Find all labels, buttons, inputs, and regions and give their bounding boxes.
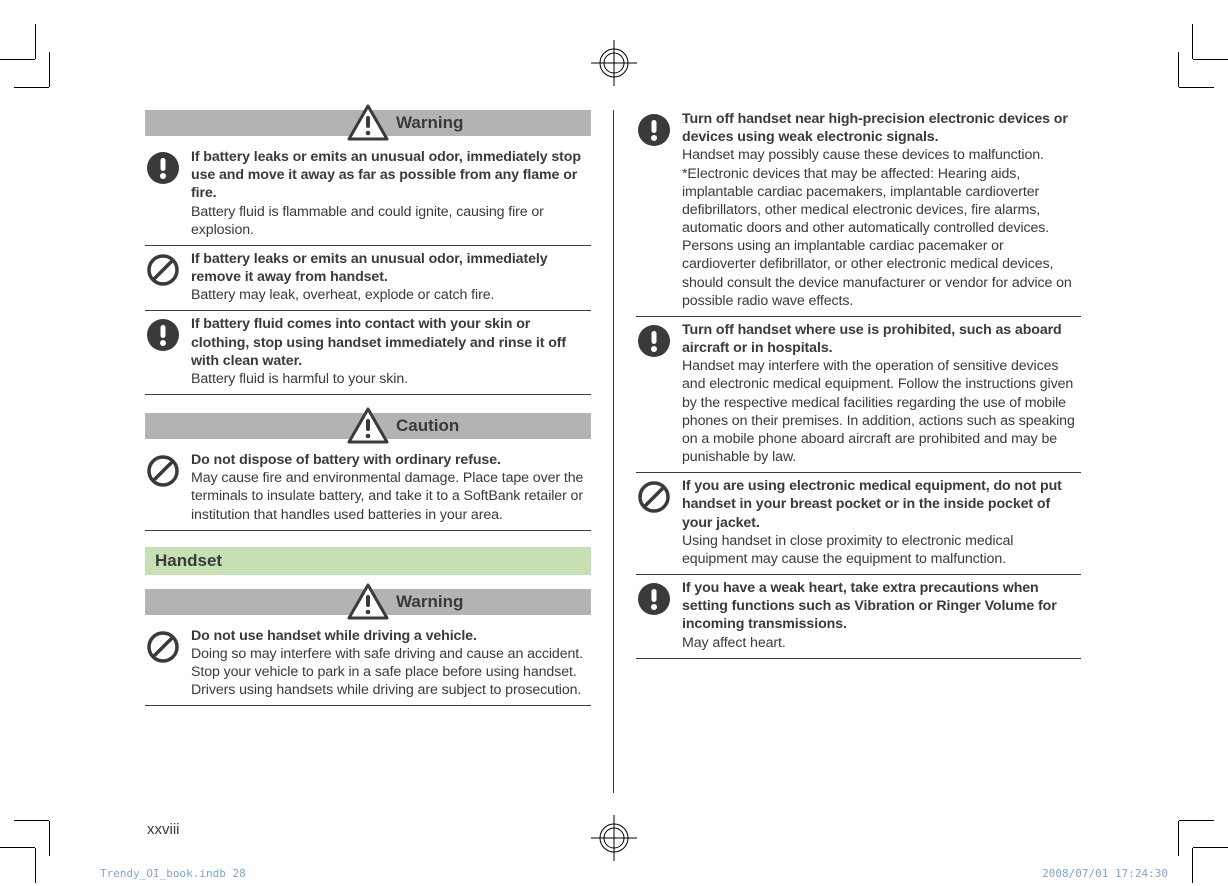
section-label: Handset bbox=[155, 551, 222, 571]
safety-entry: If battery leaks or emits an unusual odo… bbox=[145, 148, 591, 246]
entry-text: Turn off handset near high-precision ele… bbox=[682, 110, 1081, 310]
crop-mark bbox=[14, 820, 49, 821]
safety-entry: Do not use handset while driving a vehic… bbox=[145, 627, 591, 707]
entry-body: Using handset in close proximity to elec… bbox=[682, 533, 1013, 567]
entry-bold: If battery leaks or emits an unusual odo… bbox=[191, 149, 581, 201]
crop-mark bbox=[0, 847, 35, 848]
entry-body: Doing so may interfere with safe driving… bbox=[191, 646, 583, 698]
entry-bold: Do not dispose of battery with ordinary … bbox=[191, 452, 501, 468]
warning-triangle-icon bbox=[346, 583, 390, 626]
right-column: Turn off handset near high-precision ele… bbox=[613, 110, 1081, 793]
warning-triangle-icon bbox=[346, 407, 390, 450]
entry-body: May cause fire and environmental damage.… bbox=[191, 470, 583, 522]
entry-body: Battery fluid is harmful to your skin. bbox=[191, 371, 408, 387]
mandatory-icon bbox=[145, 150, 181, 186]
crop-mark bbox=[1178, 52, 1179, 87]
page-body: Warning If battery leaks or emits an unu… bbox=[145, 110, 1098, 796]
entry-text: If you are using electronic medical equi… bbox=[682, 477, 1081, 568]
entry-text: Turn off handset where use is prohibited… bbox=[682, 321, 1081, 466]
warning-header: Warning bbox=[145, 589, 591, 615]
caution-label: Caution bbox=[396, 416, 459, 436]
warning-header: Warning bbox=[145, 110, 591, 136]
safety-entry: Turn off handset near high-precision ele… bbox=[636, 110, 1081, 317]
entry-text: If you have a weak heart, take extra pre… bbox=[682, 579, 1081, 652]
entry-bold: If battery fluid comes into contact with… bbox=[191, 316, 566, 368]
entry-text: Do not use handset while driving a vehic… bbox=[191, 627, 591, 700]
crop-mark bbox=[14, 87, 49, 88]
crop-mark bbox=[1178, 821, 1179, 856]
safety-entry: If battery leaks or emits an unusual odo… bbox=[145, 250, 591, 312]
entry-text: If battery leaks or emits an unusual odo… bbox=[191, 148, 591, 239]
entry-bold: Do not use handset while driving a vehic… bbox=[191, 628, 477, 644]
entry-bold: Turn off handset near high-precision ele… bbox=[682, 111, 1068, 145]
entry-text: Do not dispose of battery with ordinary … bbox=[191, 451, 591, 524]
entry-text: If battery fluid comes into contact with… bbox=[191, 315, 591, 388]
warning-label: Warning bbox=[396, 592, 463, 612]
crop-mark bbox=[0, 59, 35, 60]
crop-mark bbox=[1193, 847, 1228, 848]
safety-entry: Do not dispose of battery with ordinary … bbox=[145, 451, 591, 531]
mandatory-icon bbox=[636, 112, 672, 148]
entry-bold: If you have a weak heart, take extra pre… bbox=[682, 580, 1057, 632]
caution-header: Caution bbox=[145, 413, 591, 439]
safety-entry: If you are using electronic medical equi… bbox=[636, 477, 1081, 575]
safety-entry: If you have a weak heart, take extra pre… bbox=[636, 579, 1081, 659]
entry-body: Battery may leak, overheat, explode or c… bbox=[191, 287, 494, 303]
crop-mark bbox=[1179, 820, 1214, 821]
entry-body: May affect heart. bbox=[682, 635, 786, 651]
crop-mark bbox=[49, 52, 50, 87]
entry-body: Handset may possibly cause these devices… bbox=[682, 147, 1072, 308]
crop-mark bbox=[1193, 59, 1228, 60]
entry-body: Battery fluid is flammable and could ign… bbox=[191, 204, 544, 238]
print-meta-right: 2008/07/01 17:24:30 bbox=[1042, 867, 1168, 880]
safety-entry: If battery fluid comes into contact with… bbox=[145, 315, 591, 395]
entry-bold: If you are using electronic medical equi… bbox=[682, 478, 1062, 530]
left-column: Warning If battery leaks or emits an unu… bbox=[145, 110, 613, 793]
page-number: xxviii bbox=[147, 821, 180, 838]
prohibited-icon bbox=[636, 479, 672, 515]
crop-mark bbox=[1179, 87, 1214, 88]
print-meta-left: Trendy_OI_book.indb 28 bbox=[100, 867, 246, 880]
section-header-handset: Handset bbox=[145, 547, 591, 575]
crop-mark bbox=[49, 821, 50, 856]
mandatory-icon bbox=[636, 323, 672, 359]
entry-bold: Turn off handset where use is prohibited… bbox=[682, 322, 1062, 356]
entry-text: If battery leaks or emits an unusual odo… bbox=[191, 250, 591, 305]
mandatory-icon bbox=[145, 317, 181, 353]
prohibited-icon bbox=[145, 453, 181, 489]
crop-mark bbox=[35, 848, 36, 883]
warning-triangle-icon bbox=[346, 104, 390, 147]
entry-body: Handset may interfere with the operation… bbox=[682, 358, 1075, 465]
registration-mark-icon bbox=[591, 815, 637, 866]
safety-entry: Turn off handset where use is prohibited… bbox=[636, 321, 1081, 473]
entry-bold: If battery leaks or emits an unusual odo… bbox=[191, 251, 548, 285]
crop-mark bbox=[1192, 24, 1193, 59]
warning-label: Warning bbox=[396, 113, 463, 133]
crop-mark bbox=[35, 24, 36, 59]
registration-mark-icon bbox=[591, 40, 637, 91]
mandatory-icon bbox=[636, 581, 672, 617]
crop-mark bbox=[1192, 848, 1193, 883]
prohibited-icon bbox=[145, 629, 181, 665]
prohibited-icon bbox=[145, 252, 181, 288]
